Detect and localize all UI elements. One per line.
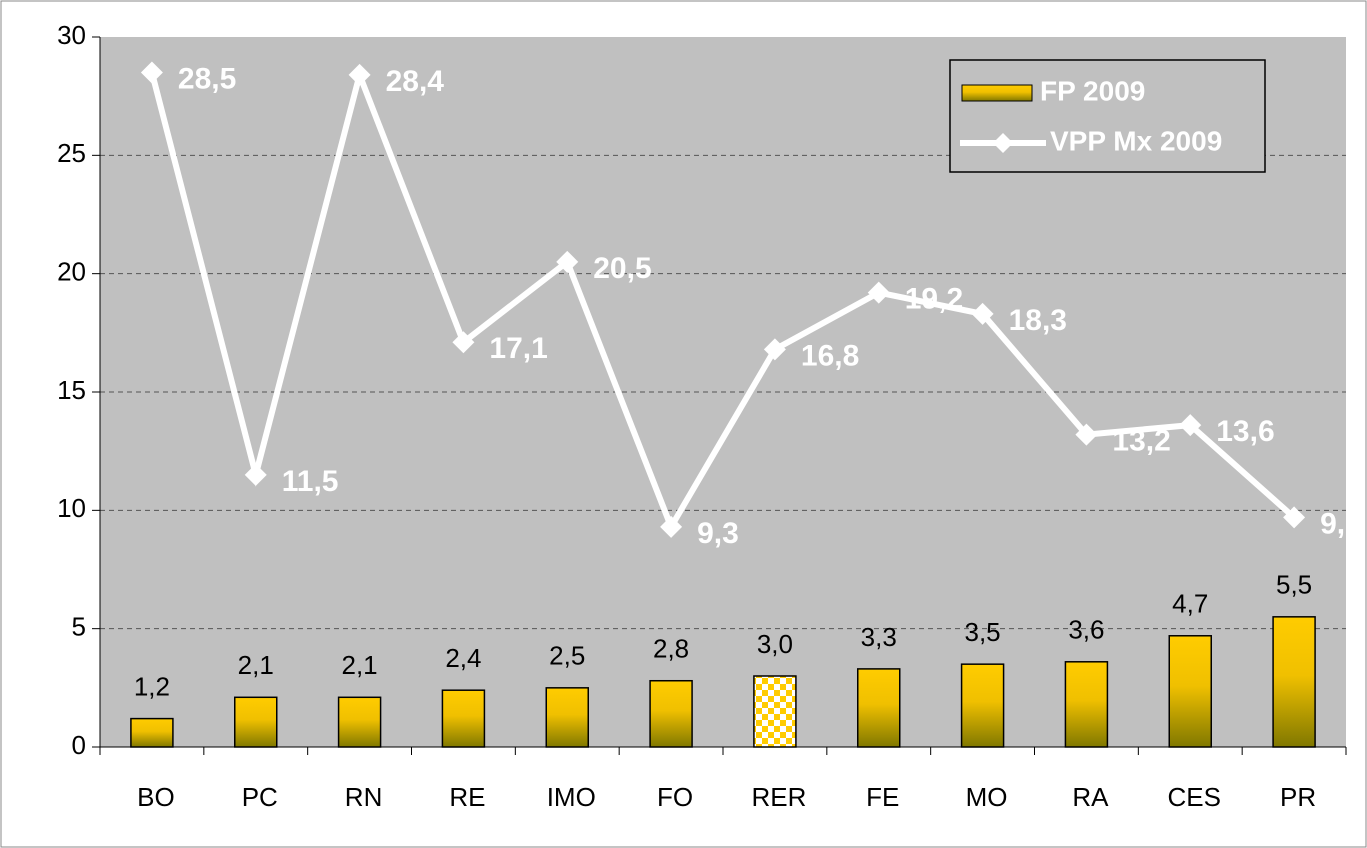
bar-label: 3,3: [861, 622, 897, 652]
bar-label: 3,0: [757, 629, 793, 659]
y-tick-label: 15: [57, 375, 86, 405]
bar: [234, 696, 278, 748]
bar: [960, 663, 1005, 748]
x-tick-label: FO: [657, 782, 693, 812]
line-label: 11,5: [282, 465, 339, 498]
line-label: 16,8: [801, 339, 859, 372]
line-label: 28,5: [178, 62, 236, 95]
line-label: 18,3: [1009, 304, 1067, 337]
line-marker: [1075, 423, 1098, 446]
line-label: 17,1: [489, 332, 547, 365]
y-tick-label: 25: [57, 138, 86, 168]
bar-label: 3,6: [1068, 615, 1104, 645]
bar-label: 3,5: [965, 617, 1001, 647]
line-label: 20,5: [593, 252, 651, 285]
x-tick-label: PC: [242, 782, 278, 812]
line-marker: [971, 302, 994, 325]
line-marker: [452, 331, 475, 354]
x-tick-label: CES: [1168, 782, 1221, 812]
line-marker: [556, 250, 579, 273]
line-label: 28,4: [386, 65, 445, 98]
bar-label: 1,2: [134, 671, 170, 701]
line-label: 19,2: [905, 283, 963, 316]
line-label: 9,7: [1320, 507, 1362, 540]
legend-swatch: [961, 84, 1033, 102]
x-tick-label: IMO: [547, 782, 596, 812]
line-marker: [867, 281, 890, 304]
bar-label: 5,5: [1276, 570, 1312, 600]
legend-marker: [993, 133, 1013, 153]
bar-label: 4,7: [1172, 589, 1208, 619]
line-label: 13,2: [1112, 425, 1170, 458]
line-label: 13,6: [1216, 415, 1274, 448]
x-tick-label: RE: [449, 782, 485, 812]
bar: [1272, 616, 1316, 748]
legend-label: FP 2009: [1040, 75, 1145, 106]
line-marker: [348, 63, 371, 86]
x-tick-label: RN: [345, 782, 383, 812]
bar: [1168, 635, 1212, 748]
bar: [649, 679, 693, 748]
line-marker: [1179, 414, 1202, 437]
x-tick-label: BO: [137, 782, 175, 812]
line-label: 9,3: [697, 517, 739, 550]
y-tick-label: 20: [57, 257, 86, 287]
y-tick-label: 5: [72, 612, 86, 642]
x-tick-label: RER: [751, 782, 806, 812]
bar: [130, 717, 174, 748]
line-marker: [244, 463, 267, 486]
bar: [441, 689, 486, 748]
bar: [857, 668, 901, 748]
x-tick-label: PR: [1280, 782, 1316, 812]
y-tick-label: 30: [57, 20, 86, 50]
line-marker: [1283, 506, 1306, 529]
x-tick-label: FE: [866, 782, 899, 812]
x-tick-label: MO: [966, 782, 1008, 812]
bar-label: 2,1: [342, 650, 378, 680]
bar: [545, 687, 589, 748]
bar-label: 2,4: [445, 643, 481, 673]
bar-label: 2,5: [549, 641, 585, 671]
bar-label: 2,8: [653, 634, 689, 664]
y-tick-label: 0: [72, 730, 86, 760]
line-marker: [660, 515, 683, 538]
legend-box: [949, 59, 1266, 173]
bar: [753, 675, 797, 748]
bar: [1064, 661, 1109, 748]
y-tick-label: 10: [57, 493, 86, 523]
x-tick-label: RA: [1072, 782, 1109, 812]
line-marker: [140, 61, 163, 84]
line-marker: [763, 338, 786, 361]
bar: [337, 696, 382, 748]
legend-label: VPP Mx 2009: [1050, 125, 1222, 156]
line: [149, 65, 1297, 534]
bar-label: 2,1: [238, 650, 274, 680]
